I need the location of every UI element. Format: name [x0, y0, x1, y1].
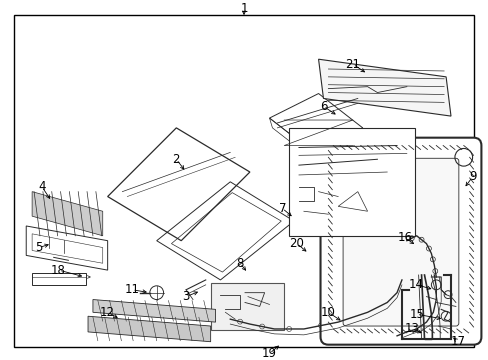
Polygon shape [32, 192, 102, 236]
Text: 21: 21 [345, 58, 360, 71]
Text: 9: 9 [468, 170, 475, 184]
Text: 1: 1 [240, 2, 247, 15]
Polygon shape [318, 59, 450, 116]
Text: 7: 7 [278, 202, 285, 215]
Text: 13: 13 [404, 323, 418, 336]
Text: 16: 16 [397, 231, 411, 244]
Text: 5: 5 [35, 241, 42, 254]
Text: 12: 12 [100, 306, 115, 319]
Bar [288, 128, 414, 236]
Bar [210, 283, 284, 330]
Polygon shape [88, 316, 210, 342]
Bar [32, 273, 86, 285]
Text: 10: 10 [320, 306, 335, 319]
Polygon shape [93, 300, 215, 322]
Text: 20: 20 [289, 237, 304, 250]
FancyBboxPatch shape [343, 158, 458, 326]
Text: 19: 19 [262, 347, 276, 360]
Text: 17: 17 [449, 335, 465, 348]
Text: 2: 2 [172, 153, 180, 166]
Text: 3: 3 [182, 290, 189, 303]
Text: 14: 14 [408, 278, 423, 291]
Text: 4: 4 [38, 180, 45, 193]
Text: 8: 8 [236, 257, 244, 270]
Text: 15: 15 [408, 308, 423, 321]
Text: 18: 18 [51, 264, 66, 276]
Text: 6: 6 [319, 100, 326, 113]
FancyBboxPatch shape [320, 138, 480, 345]
Text: 11: 11 [124, 283, 140, 296]
